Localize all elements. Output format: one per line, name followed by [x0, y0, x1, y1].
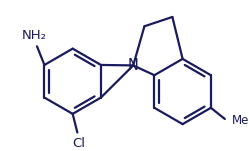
Text: Me: Me [232, 114, 249, 127]
Text: NH₂: NH₂ [22, 29, 47, 42]
Text: Cl: Cl [73, 137, 86, 150]
Text: N: N [128, 58, 139, 73]
